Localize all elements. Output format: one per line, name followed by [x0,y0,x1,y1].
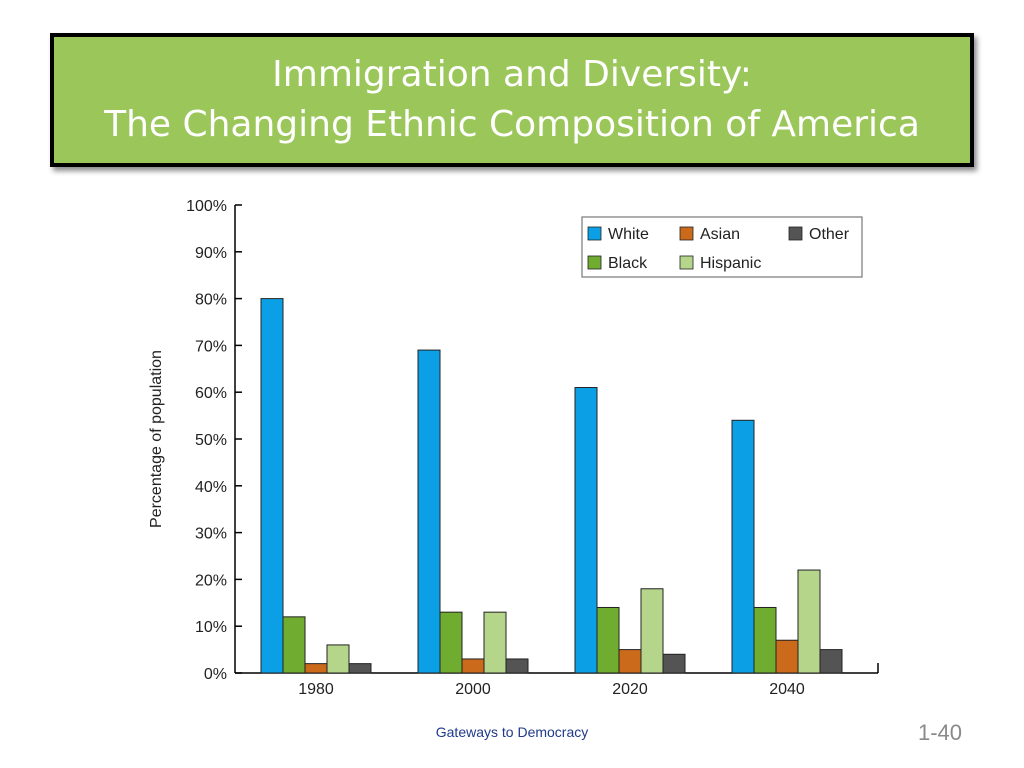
y-tick-label: 40% [195,479,227,496]
legend-label-black: Black [608,255,648,272]
bar-white-2040 [731,419,755,674]
bar-asian-2020 [618,649,642,674]
legend-swatch-asian [679,226,694,241]
x-tick-label: 2040 [769,681,805,698]
y-tick-label: 0% [204,666,227,683]
legend-label-white: White [608,226,649,243]
legend-label-hispanic: Hispanic [700,255,761,272]
y-tick-label: 10% [195,619,227,636]
y-tick-label: 50% [195,432,227,449]
y-axis-title: Percentage of population [148,350,165,528]
bar-asian-1980 [304,663,328,674]
legend-label-other: Other [809,226,850,243]
slide-title-line-1: Immigration and Diversity: [272,54,752,95]
bar-hispanic-2020 [640,588,664,674]
bar-hispanic-2040 [797,569,821,674]
legend-swatch-other [788,226,803,241]
y-tick-label: 70% [195,338,227,355]
x-tick-label: 2020 [612,681,648,698]
bar-white-2020 [574,387,598,674]
bar-other-2000 [505,658,529,674]
bar-asian-2040 [775,639,799,674]
bar-black-2040 [753,606,777,674]
bar-black-1980 [282,616,306,674]
y-tick-label: 60% [195,385,227,402]
y-tick-label: 90% [195,245,227,262]
legend-swatch-white [587,226,602,241]
bar-other-1980 [348,663,372,674]
x-tick-label: 1980 [298,681,334,698]
y-tick-label: 80% [195,292,227,309]
y-tick-label: 100% [186,198,227,215]
y-tick-label: 30% [195,526,227,543]
bar-hispanic-2000 [483,611,507,674]
y-tick-label: 20% [195,572,227,589]
bar-other-2020 [662,653,686,674]
legend-swatch-black [587,255,602,270]
slide-title-line-2: The Changing Ethnic Composition of Ameri… [104,104,920,145]
bar-black-2020 [596,606,620,674]
legend-swatch-hispanic [679,255,694,270]
page-number: 1-40 [917,720,962,745]
bar-other-2040 [819,649,843,674]
bar-white-1980 [260,298,284,674]
slide-title-box: Immigration and Diversity: The Changing … [50,33,974,167]
legend-box [581,216,863,278]
bar-asian-2000 [461,658,485,674]
x-tick-label: 2000 [455,681,491,698]
bar-white-2000 [417,349,441,674]
bar-hispanic-1980 [326,644,350,674]
legend-label-asian: Asian [700,226,740,243]
bar-black-2000 [439,611,463,674]
slide-footer: Gateways to Democracy [435,724,589,740]
